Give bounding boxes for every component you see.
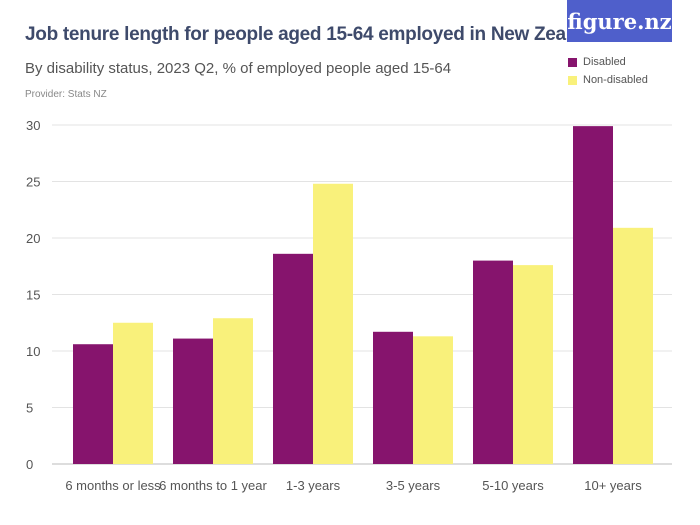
y-tick-label: 5	[26, 401, 33, 416]
legend-label: Non-disabled	[583, 74, 648, 86]
y-tick-label: 15	[26, 288, 40, 303]
legend-swatch-disabled	[568, 57, 577, 67]
legend: Disabled Non-disabled	[568, 56, 648, 92]
x-tick-label: 1-3 years	[286, 478, 341, 493]
y-tick-label: 10	[26, 344, 40, 359]
bar-non-disabled	[413, 336, 453, 464]
bar-disabled	[73, 344, 113, 464]
y-tick-label: 25	[26, 175, 40, 190]
legend-swatch-non-disabled	[568, 75, 577, 85]
x-tick-label: 5-10 years	[482, 478, 544, 493]
legend-label: Disabled	[583, 56, 626, 68]
y-tick-label: 30	[26, 118, 40, 133]
bar-disabled	[473, 260, 513, 464]
figure-nz-logo[interactable]: figure.nz	[567, 0, 672, 42]
bar-disabled	[573, 126, 613, 464]
bar-disabled	[373, 331, 413, 464]
chart-subtitle: By disability status, 2023 Q2, % of empl…	[25, 60, 452, 77]
bar-disabled	[173, 338, 213, 464]
provider-label: Provider: Stats NZ	[25, 89, 107, 100]
chart-title: Job tenure length for people aged 15-64 …	[25, 24, 604, 45]
x-tick-label: 10+ years	[584, 478, 642, 493]
legend-item-disabled: Disabled	[568, 56, 648, 68]
bar-non-disabled	[313, 183, 353, 464]
bar-non-disabled	[513, 265, 553, 464]
bar-non-disabled	[213, 318, 253, 464]
x-tick-label: 6 months or less	[65, 478, 161, 493]
bar-non-disabled	[113, 322, 153, 464]
y-tick-label: 0	[26, 457, 33, 472]
x-tick-label: 3-5 years	[386, 478, 441, 493]
bar-non-disabled	[613, 227, 653, 464]
bar-disabled	[273, 253, 313, 464]
y-tick-label: 20	[26, 231, 40, 246]
x-tick-label: 6 months to 1 year	[159, 478, 267, 493]
legend-item-non-disabled: Non-disabled	[568, 74, 648, 86]
